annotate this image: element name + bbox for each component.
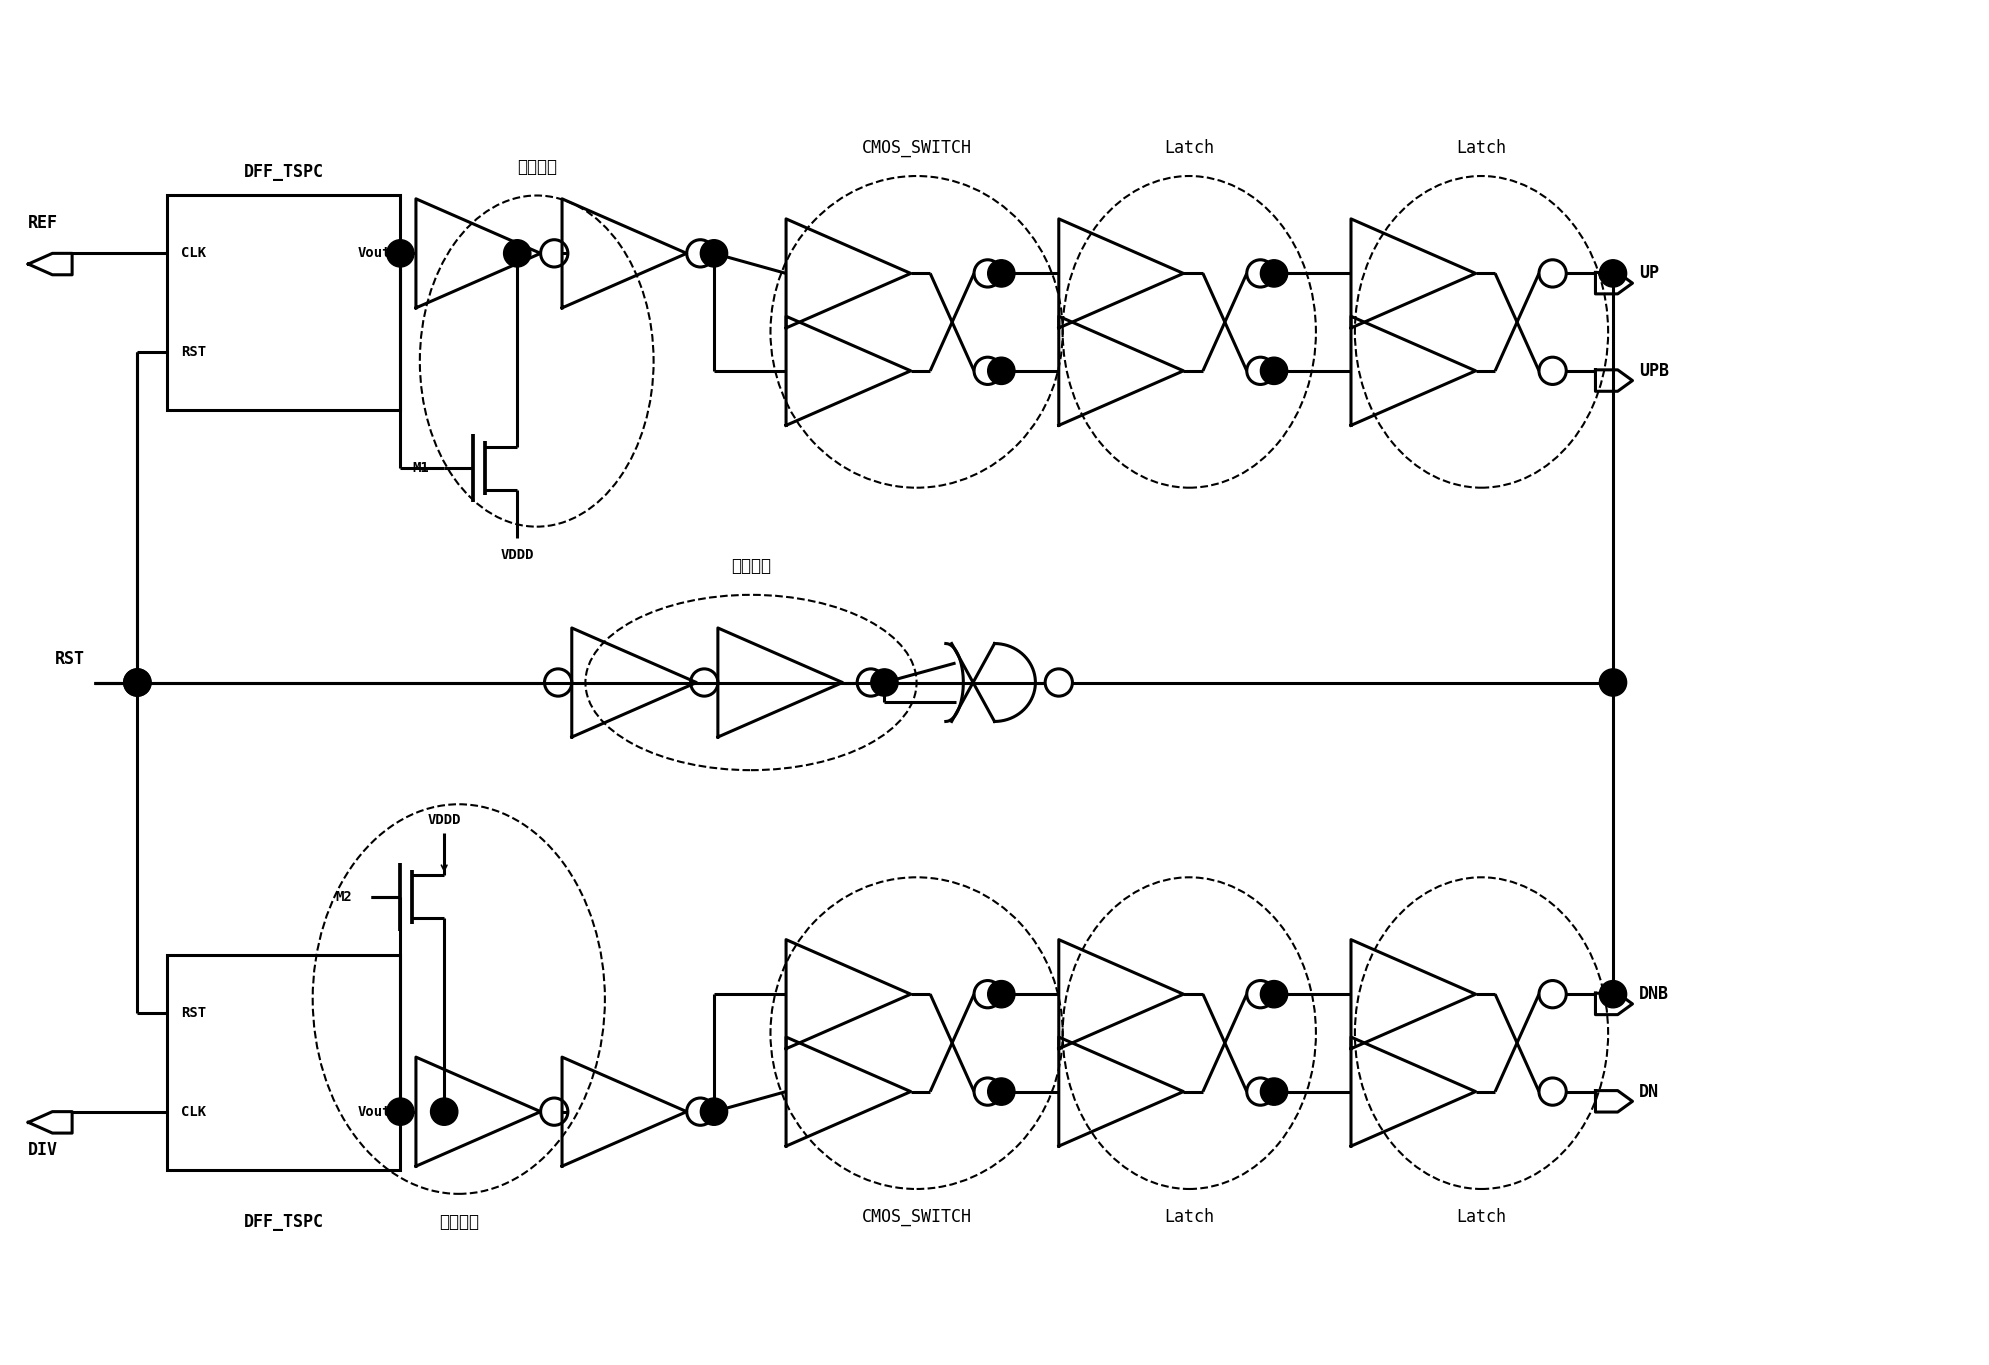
Text: Vout: Vout — [358, 246, 390, 261]
Text: UPB: UPB — [1639, 362, 1669, 379]
Circle shape — [1599, 259, 1627, 287]
Circle shape — [700, 240, 728, 268]
Circle shape — [989, 259, 1014, 287]
Text: UP: UP — [1639, 265, 1659, 283]
Circle shape — [386, 1097, 414, 1125]
Text: M2: M2 — [334, 890, 352, 904]
Circle shape — [989, 1078, 1014, 1106]
Text: 电平恢复: 电平恢复 — [440, 1213, 479, 1231]
Circle shape — [123, 669, 151, 696]
Circle shape — [123, 669, 151, 696]
Circle shape — [1261, 980, 1287, 1007]
Text: DFF_TSPC: DFF_TSPC — [243, 162, 324, 182]
Text: DN: DN — [1639, 1082, 1659, 1100]
Text: DFF_TSPC: DFF_TSPC — [243, 1213, 324, 1231]
Bar — [167, 195, 400, 410]
Text: VDDD: VDDD — [428, 812, 461, 827]
Text: CMOS_SWITCH: CMOS_SWITCH — [861, 138, 971, 157]
Circle shape — [1261, 1078, 1287, 1106]
Text: DNB: DNB — [1639, 986, 1669, 1003]
Circle shape — [1599, 980, 1627, 1007]
Circle shape — [1599, 669, 1627, 696]
Text: REF: REF — [28, 214, 58, 232]
Circle shape — [1261, 259, 1287, 287]
Circle shape — [871, 669, 899, 696]
Circle shape — [989, 980, 1014, 1007]
Text: Latch: Latch — [1456, 1208, 1506, 1227]
Circle shape — [989, 358, 1014, 385]
Text: CLK: CLK — [181, 246, 207, 261]
Text: 复位延迟: 复位延迟 — [732, 557, 772, 576]
Circle shape — [1261, 358, 1287, 385]
Bar — [167, 955, 400, 1170]
Text: CMOS_SWITCH: CMOS_SWITCH — [861, 1208, 971, 1227]
Text: DIV: DIV — [28, 1141, 58, 1159]
Text: Latch: Latch — [1456, 138, 1506, 157]
Text: VDDD: VDDD — [501, 549, 533, 562]
Text: M1: M1 — [414, 461, 430, 475]
Text: Latch: Latch — [1164, 138, 1215, 157]
Circle shape — [386, 240, 414, 268]
Circle shape — [430, 1097, 457, 1125]
Text: CLK: CLK — [181, 1104, 207, 1119]
Text: Latch: Latch — [1164, 1208, 1215, 1227]
Circle shape — [503, 240, 531, 268]
Text: Vout: Vout — [358, 1104, 390, 1119]
Text: RST: RST — [181, 345, 207, 359]
Text: RST: RST — [181, 1006, 207, 1020]
Text: 电平恢复: 电平恢复 — [517, 158, 557, 176]
Text: RST: RST — [54, 650, 86, 667]
Circle shape — [700, 1097, 728, 1125]
